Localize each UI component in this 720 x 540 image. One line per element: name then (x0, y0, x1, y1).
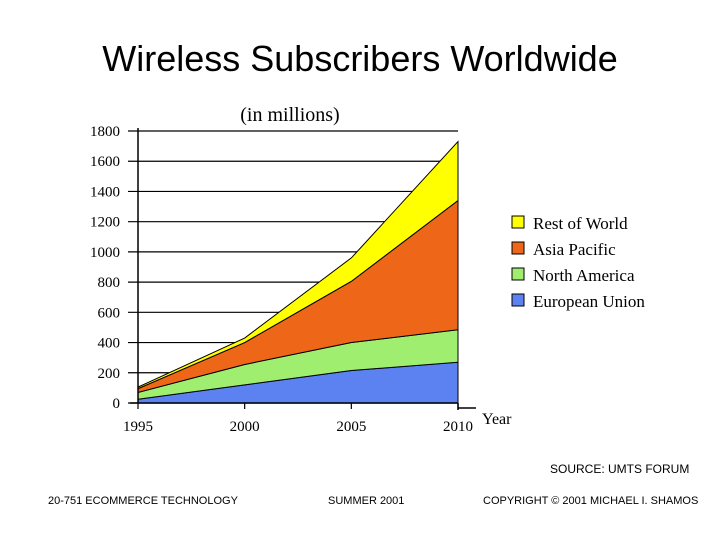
legend-label: Rest of World (533, 214, 628, 233)
y-tick-label: 800 (98, 275, 121, 291)
x-tick-label: 2005 (336, 419, 366, 435)
axes (130, 128, 476, 410)
y-tick-label: 1600 (90, 154, 120, 170)
x-axis-label: Year (482, 411, 512, 428)
y-tick-label: 1800 (90, 124, 120, 140)
stacked-areas (137, 140, 459, 404)
x-tick-label: 2010 (443, 419, 473, 435)
y-tick-label: 600 (98, 305, 121, 321)
area-rest-of-world (137, 140, 459, 390)
y-tick-label: 1000 (90, 245, 120, 261)
tick-labels: 0 200 400 600 800 1000 1200 1400 1600 1800 1995 200… (90, 124, 473, 435)
legend-label: Asia Pacific (533, 240, 616, 259)
footer-right: COPYRIGHT © 2001 MICHAEL I. SHAMOS (483, 495, 699, 507)
chart-subtitle: (in millions) (240, 104, 339, 126)
footer-center: SUMMER 2001 (328, 495, 405, 507)
y-tick-label: 1200 (90, 215, 120, 231)
legend-swatch (511, 293, 525, 307)
y-tick-label: 0 (113, 396, 121, 412)
legend-swatch (511, 267, 525, 281)
y-tick-label: 200 (98, 366, 121, 382)
legend-label: European Union (533, 292, 645, 311)
slide-title: Wireless Subscribers Worldwide (102, 38, 618, 79)
y-tick-label: 400 (98, 336, 121, 352)
legend: Rest of World Asia Pacific North America Eu… (511, 214, 645, 311)
legend-swatch (511, 215, 525, 229)
x-tick-label: 2000 (230, 419, 260, 435)
x-tick-label: 1995 (123, 419, 153, 435)
legend-label: North America (533, 266, 635, 285)
y-tick-label: 1400 (90, 184, 120, 200)
source-note: SOURCE: UMTS FORUM (550, 462, 690, 476)
footer-left: 20-751 ECOMMERCE TECHNOLOGY (48, 495, 238, 507)
legend-swatch (511, 241, 525, 255)
